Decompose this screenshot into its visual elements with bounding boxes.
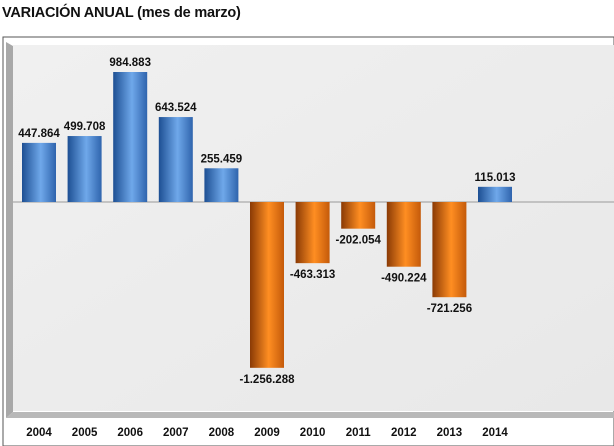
data-label-2004: 447.864 xyxy=(18,128,60,140)
x-tick-2005: 2005 xyxy=(72,427,98,439)
bar-2010 xyxy=(295,202,330,264)
bar-2014 xyxy=(478,186,512,202)
bar-2005 xyxy=(67,136,102,202)
x-tick-2010: 2010 xyxy=(300,427,326,439)
bar-2007 xyxy=(158,117,193,202)
x-tick-2006: 2006 xyxy=(117,427,143,439)
bar-2011 xyxy=(341,202,376,229)
data-label-2012: -490.224 xyxy=(381,273,427,285)
bar-2012 xyxy=(386,202,421,267)
x-tick-2008: 2008 xyxy=(209,427,235,439)
data-label-2008: 255.459 xyxy=(201,153,243,165)
floor xyxy=(6,412,614,418)
x-tick-2004: 2004 xyxy=(26,427,52,439)
chart-title: VARIACIÓN ANUAL (mes de marzo) xyxy=(2,5,241,21)
data-label-2011: -202.054 xyxy=(335,235,381,247)
data-label-2006: 984.883 xyxy=(109,57,151,69)
data-label-2013: -721.256 xyxy=(427,303,472,315)
bar-2013 xyxy=(432,202,467,298)
data-label-2007: 643.524 xyxy=(155,102,197,114)
bar-2008 xyxy=(204,168,239,202)
x-tick-2012: 2012 xyxy=(391,427,417,439)
data-label-2009: -1.256.288 xyxy=(240,374,296,386)
x-tick-2014: 2014 xyxy=(482,427,508,439)
data-label-2010: -463.313 xyxy=(290,269,335,281)
x-tick-2011: 2011 xyxy=(346,427,372,439)
bar-2006 xyxy=(113,72,148,202)
data-label-2014: 115.013 xyxy=(475,172,516,184)
x-tick-2009: 2009 xyxy=(254,427,280,439)
data-label-2005: 499.708 xyxy=(64,121,106,133)
bar-2004 xyxy=(22,142,56,202)
x-tick-2013: 2013 xyxy=(437,427,463,439)
x-tick-2007: 2007 xyxy=(163,427,189,439)
bar-2009 xyxy=(250,202,284,368)
side-wall xyxy=(6,42,13,418)
